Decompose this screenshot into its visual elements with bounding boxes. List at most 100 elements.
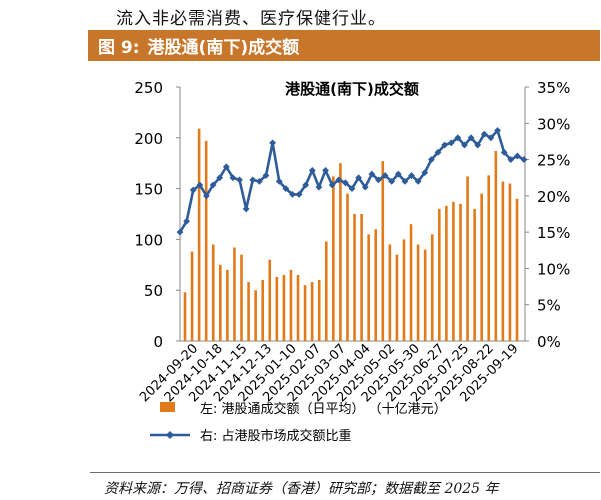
bar — [445, 205, 448, 341]
share-point — [401, 177, 409, 185]
share-point — [322, 167, 329, 174]
share-line — [178, 127, 525, 233]
share-point — [375, 176, 382, 184]
right-tick-label: 25% — [537, 152, 570, 170]
bar — [374, 229, 378, 341]
share-point — [427, 156, 435, 163]
source-note: 资料来源：万得、招商证券（香港）研究部；数据截至 2025 年 — [104, 481, 499, 497]
left-tick-label: 150 — [134, 181, 163, 199]
bar — [515, 198, 519, 341]
share-point — [196, 181, 204, 189]
share-point — [209, 181, 217, 189]
bar — [452, 201, 455, 341]
share-point — [315, 183, 323, 191]
bar — [226, 269, 229, 341]
left-tick-label: 0 — [153, 333, 163, 351]
bar — [437, 208, 441, 341]
bar — [303, 285, 307, 341]
bar — [197, 128, 201, 341]
right-tick-label: 20% — [537, 188, 570, 206]
bar — [430, 234, 434, 341]
share-point — [269, 139, 277, 147]
figure-number: 图 9: — [98, 38, 140, 58]
share-point — [461, 141, 468, 149]
legend-label-bars: 左: 港股通成交额（日平均） （十亿港元） — [200, 401, 447, 417]
legend-label-line: 右: 占港股市场成交额比重 — [200, 428, 352, 444]
bar — [423, 249, 427, 341]
right-tick-label: 35% — [537, 79, 570, 97]
bar — [317, 280, 321, 341]
share-point — [441, 141, 449, 149]
share-point — [255, 177, 263, 185]
figure-title: 港股通(南下)成交额 — [147, 38, 300, 58]
share-point — [183, 217, 191, 225]
bar — [275, 276, 279, 341]
bar — [360, 214, 363, 341]
bar — [254, 290, 257, 341]
right-tick-label: 15% — [537, 224, 570, 242]
chart-title: 港股通(南下)成交额 — [285, 80, 419, 98]
share-point — [189, 186, 197, 194]
share-point — [388, 177, 396, 185]
share-point — [295, 191, 303, 198]
left-tick-label: 250 — [134, 79, 163, 97]
bar — [261, 280, 265, 341]
share-point — [229, 174, 237, 182]
share-point — [242, 205, 250, 213]
bar — [289, 269, 293, 341]
bar — [296, 274, 300, 341]
bar — [310, 282, 314, 341]
share-point — [222, 163, 230, 171]
bar — [367, 234, 370, 341]
share-point — [275, 177, 283, 185]
bar — [402, 239, 406, 341]
bar — [240, 254, 243, 341]
share-point — [394, 170, 402, 178]
bar — [388, 244, 392, 341]
bar — [219, 264, 222, 341]
share-point — [513, 152, 521, 160]
bar — [381, 161, 385, 341]
source-divider — [90, 472, 600, 473]
share-point — [414, 177, 422, 185]
share-point — [381, 172, 389, 179]
share-point — [308, 167, 316, 174]
share-point — [355, 174, 363, 182]
share-point — [236, 176, 243, 184]
bar — [416, 244, 420, 341]
bar — [494, 151, 498, 341]
bar — [346, 193, 349, 341]
right-tick-label: 10% — [537, 260, 570, 278]
share-point — [434, 148, 442, 156]
bar — [332, 176, 335, 341]
bar — [282, 274, 286, 341]
share-point — [262, 172, 270, 179]
share-point — [341, 179, 349, 187]
share-point — [335, 176, 343, 184]
right-tick-label: 30% — [537, 115, 570, 133]
share-point — [507, 156, 515, 163]
bar — [473, 208, 476, 341]
legend-marker — [166, 431, 174, 439]
bar — [508, 183, 512, 341]
share-point — [289, 191, 296, 198]
share-point — [328, 181, 336, 189]
share-point — [176, 228, 184, 236]
bar — [268, 259, 272, 341]
share-point — [348, 185, 356, 192]
left-tick-label: 100 — [134, 231, 163, 249]
share-point — [249, 176, 257, 184]
share-point — [467, 134, 475, 142]
bar — [487, 175, 491, 341]
share-point — [203, 192, 210, 200]
share-point — [494, 127, 501, 134]
bar — [409, 224, 413, 341]
share-point — [216, 174, 224, 182]
share-point — [368, 170, 376, 178]
share-point — [480, 130, 488, 138]
share-point — [474, 141, 482, 149]
legend-swatch-bars — [160, 402, 175, 412]
bar — [466, 176, 469, 341]
bar — [190, 251, 194, 341]
bar — [459, 203, 462, 341]
